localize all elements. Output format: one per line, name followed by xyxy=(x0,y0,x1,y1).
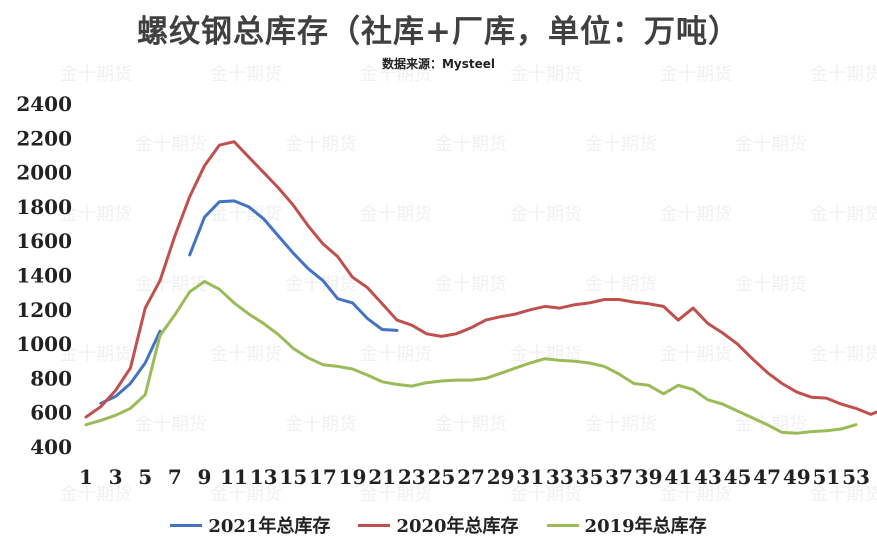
x-tick-label: 5 xyxy=(138,465,152,489)
legend-swatch-2021 xyxy=(170,523,203,527)
watermark-text: 金十期货 xyxy=(210,64,282,85)
y-tick-label: 1800 xyxy=(16,195,72,219)
y-tick-label: 1600 xyxy=(16,229,72,253)
x-tick-label: 23 xyxy=(398,465,426,489)
legend-swatch-2020 xyxy=(358,523,391,527)
watermark-text: 金十期货 xyxy=(660,484,732,505)
x-tick-label: 45 xyxy=(724,465,752,489)
x-tick-label: 47 xyxy=(753,465,781,489)
watermark-text: 金十期货 xyxy=(510,484,582,505)
legend-label-2021: 2021年总库存 xyxy=(208,516,331,537)
y-tick-label: 2200 xyxy=(16,126,72,150)
x-tick-label: 51 xyxy=(812,465,840,489)
series-line-2020年总库存 xyxy=(84,140,877,419)
x-tick-label: 39 xyxy=(635,465,663,489)
x-tick-label: 19 xyxy=(339,465,367,489)
watermark-text: 金十期货 xyxy=(60,484,132,505)
watermark-text: 金十期货 xyxy=(660,64,732,85)
legend-item-2019: 2019年总库存 xyxy=(546,512,707,538)
x-tick-label: 37 xyxy=(605,465,633,489)
legend-item-2021: 2021年总库存 xyxy=(170,512,330,538)
y-tick-label: 1000 xyxy=(16,332,72,356)
x-tick-label: 33 xyxy=(546,465,574,489)
x-tick-label: 7 xyxy=(168,465,182,489)
y-tick-label: 400 xyxy=(30,435,72,459)
watermark-text: 金十期货 xyxy=(510,64,582,85)
watermark-text: 金十期货 xyxy=(585,134,657,155)
legend-label-2019: 2019年总库存 xyxy=(584,516,707,537)
watermark-text: 金十期货 xyxy=(360,484,432,505)
watermark-text: 金十期货 xyxy=(510,204,582,225)
x-tick-label: 43 xyxy=(694,465,722,489)
watermark-text: 金十期货 xyxy=(135,414,207,435)
legend-swatch-2019 xyxy=(546,523,579,527)
series-line-2019年总库存 xyxy=(84,280,858,435)
watermark-text: 金十期货 xyxy=(810,64,877,85)
watermark-text: 金十期货 xyxy=(810,204,877,225)
watermark-text: 金十期货 xyxy=(660,344,732,365)
legend: 2021年总库存 2020年总库存 2019年总库存 xyxy=(0,512,877,538)
x-tick-label: 21 xyxy=(368,465,396,489)
watermark-text: 金十期货 xyxy=(60,204,132,225)
series-lines xyxy=(84,140,877,435)
watermark-text: 金十期货 xyxy=(360,64,432,85)
chart-title: 螺纹钢总库存（社库+厂库，单位：万吨） xyxy=(137,14,740,50)
y-tick-label: 1200 xyxy=(16,298,72,322)
x-tick-label: 53 xyxy=(842,465,870,489)
chart-subtitle: 数据来源：Mysteel xyxy=(381,57,496,71)
x-tick-label: 15 xyxy=(279,465,307,489)
watermark-text: 金十期货 xyxy=(660,204,732,225)
watermark-text: 金十期货 xyxy=(60,64,132,85)
x-tick-label: 13 xyxy=(250,465,278,489)
x-tick-label: 41 xyxy=(664,465,692,489)
x-tick-label: 1 xyxy=(79,465,93,489)
y-tick-label: 2000 xyxy=(16,161,72,185)
series-line-2021年总库存 xyxy=(99,329,162,405)
watermark-text: 金十期货 xyxy=(810,484,877,505)
y-tick-label: 600 xyxy=(30,401,72,425)
y-axis-tick-labels: 400 600 800 1000 1200 1400 1600 1800 2000 2200 240… xyxy=(16,92,72,459)
watermark-text: 金十期货 xyxy=(210,484,282,505)
watermark-text: 金十期货 xyxy=(435,134,507,155)
x-tick-label: 49 xyxy=(783,465,811,489)
watermark-text: 金十期货 xyxy=(435,274,507,295)
legend-item-2020: 2020年总库存 xyxy=(358,512,519,538)
watermark-text: 金十期货 xyxy=(735,134,807,155)
x-tick-label: 35 xyxy=(576,465,604,489)
watermark-text: 金十期货 xyxy=(810,344,877,365)
x-tick-label: 9 xyxy=(198,465,212,489)
watermark-text: 金十期货 xyxy=(360,204,432,225)
watermark-text: 金十期货 xyxy=(735,274,807,295)
watermark-text: 金十期货 xyxy=(135,274,207,295)
watermark-text: 金十期货 xyxy=(285,134,357,155)
x-tick-label: 27 xyxy=(457,465,485,489)
x-tick-label: 17 xyxy=(309,465,337,489)
y-tick-label: 1400 xyxy=(16,264,72,288)
watermark-text: 金十期货 xyxy=(585,274,657,295)
x-tick-label: 25 xyxy=(427,465,455,489)
watermark-text: 金十期货 xyxy=(585,414,657,435)
watermark-text: 金十期货 xyxy=(60,344,132,365)
watermark-text: 金十期货 xyxy=(360,344,432,365)
x-tick-label: 29 xyxy=(487,465,515,489)
watermark-text: 金十期货 xyxy=(285,414,357,435)
y-tick-label: 800 xyxy=(30,366,72,390)
watermark-text: 金十期货 xyxy=(285,274,357,295)
watermark-text: 金十期货 xyxy=(135,134,207,155)
x-tick-label: 31 xyxy=(516,465,544,489)
x-axis-tick-labels: 1 3 5 7 9 11 13 15 17 19 21 23 25 27 29 31 33 35 37 39 41 43 4… xyxy=(79,465,870,489)
watermark-text: 金十期货 xyxy=(435,414,507,435)
legend-label-2020: 2020年总库存 xyxy=(396,516,519,537)
y-tick-label: 2400 xyxy=(16,92,72,116)
x-tick-label: 3 xyxy=(109,465,123,489)
x-tick-label: 11 xyxy=(220,465,248,489)
series-line-2021年总库存 xyxy=(188,199,399,332)
watermark-text: 金十期货 xyxy=(210,344,282,365)
